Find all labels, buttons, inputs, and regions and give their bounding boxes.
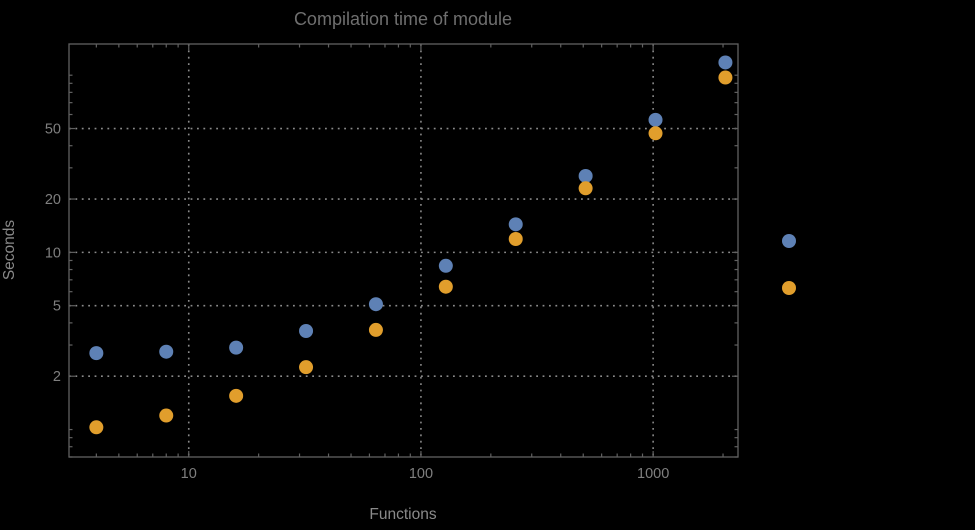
legend (782, 234, 796, 295)
data-point-series-2 (718, 70, 733, 85)
data-point-series-2 (368, 322, 383, 337)
data-point-series-2 (508, 231, 523, 246)
data-point-series-2 (89, 420, 104, 435)
data-point-series-1 (299, 323, 314, 338)
legend-marker-series-1 (782, 234, 796, 248)
plot-area: 10 100 1000 2 5 10 20 50 (45, 43, 739, 482)
y-axis-label: Seconds (1, 220, 18, 281)
x-axis-label: Functions (369, 506, 436, 523)
chart-title: Compilation time of module (294, 9, 512, 29)
data-point-series-1 (648, 112, 663, 127)
data-point-series-2 (159, 408, 174, 423)
data-point-series-1 (159, 344, 174, 359)
data-point-series-1 (438, 258, 453, 273)
y-tick-label: 50 (45, 122, 61, 138)
data-point-series-2 (299, 360, 314, 375)
data-point-series-1 (89, 346, 104, 361)
y-tick-label: 10 (45, 245, 61, 261)
y-tick-label: 5 (53, 299, 61, 315)
x-tick-label: 100 (409, 466, 433, 482)
data-point-series-1 (229, 340, 244, 355)
x-tick-label: 1000 (637, 466, 669, 482)
y-tick-label: 2 (53, 369, 61, 385)
data-point-series-2 (648, 126, 663, 141)
legend-marker-series-2 (782, 281, 796, 295)
data-point-series-2 (229, 388, 244, 403)
y-tick-label: 20 (45, 192, 61, 208)
data-point-series-1 (578, 168, 593, 183)
data-point-series-2 (438, 279, 453, 294)
data-point-series-1 (508, 217, 523, 232)
x-tick-label: 10 (181, 466, 197, 482)
data-point-series-1 (368, 297, 383, 312)
data-point-series-1 (718, 55, 733, 70)
data-point-series-2 (578, 181, 593, 196)
plot-frame (68, 43, 739, 458)
